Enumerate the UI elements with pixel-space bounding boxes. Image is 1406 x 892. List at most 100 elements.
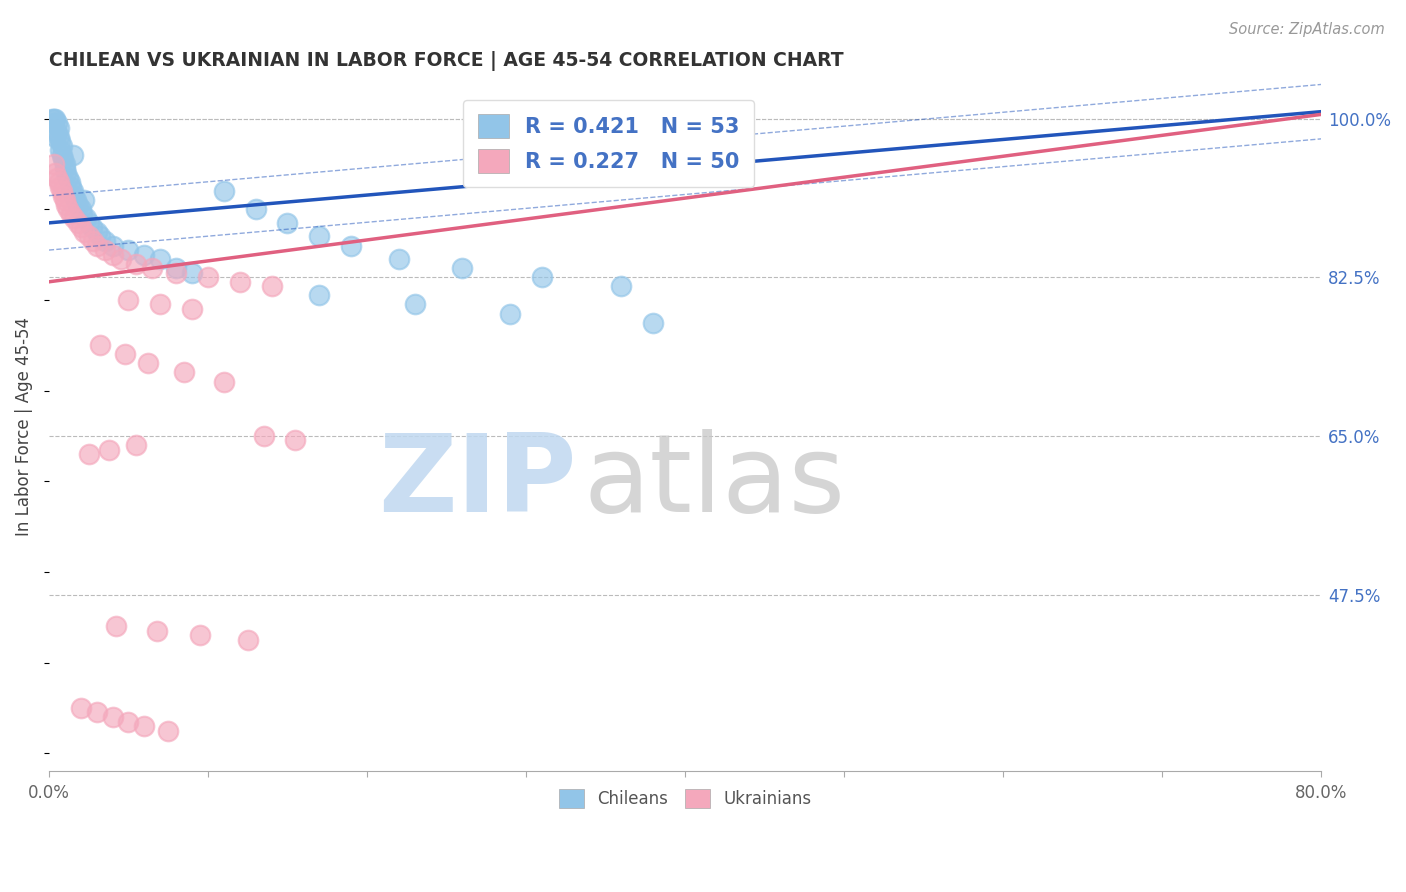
Point bbox=[141, 261, 163, 276]
Point bbox=[66, 198, 89, 212]
Point bbox=[89, 338, 111, 352]
Point bbox=[42, 157, 65, 171]
Point bbox=[134, 719, 156, 733]
Point bbox=[165, 266, 187, 280]
Point bbox=[48, 175, 70, 189]
Point bbox=[45, 170, 67, 185]
Point bbox=[260, 279, 283, 293]
Point bbox=[42, 112, 65, 126]
Point bbox=[80, 220, 103, 235]
Point bbox=[101, 710, 124, 724]
Point bbox=[253, 429, 276, 443]
Point bbox=[125, 438, 148, 452]
Point bbox=[73, 225, 96, 239]
Point bbox=[101, 247, 124, 261]
Point bbox=[136, 356, 159, 370]
Point bbox=[53, 157, 76, 171]
Point bbox=[451, 261, 474, 276]
Point bbox=[51, 138, 73, 153]
Point bbox=[134, 247, 156, 261]
Point bbox=[52, 188, 75, 202]
Point bbox=[499, 306, 522, 320]
Point bbox=[308, 229, 330, 244]
Point bbox=[55, 198, 77, 212]
Point bbox=[49, 179, 72, 194]
Point bbox=[44, 129, 66, 144]
Point bbox=[117, 714, 139, 729]
Point bbox=[149, 297, 172, 311]
Point bbox=[49, 144, 72, 158]
Point bbox=[52, 153, 75, 167]
Text: Source: ZipAtlas.com: Source: ZipAtlas.com bbox=[1229, 22, 1385, 37]
Point bbox=[165, 261, 187, 276]
Point bbox=[125, 257, 148, 271]
Point bbox=[98, 442, 121, 457]
Point bbox=[308, 288, 330, 302]
Point bbox=[188, 628, 211, 642]
Y-axis label: In Labor Force | Age 45-54: In Labor Force | Age 45-54 bbox=[15, 318, 32, 536]
Text: CHILEAN VS UKRAINIAN IN LABOR FORCE | AGE 45-54 CORRELATION CHART: CHILEAN VS UKRAINIAN IN LABOR FORCE | AG… bbox=[49, 51, 844, 70]
Point bbox=[86, 706, 108, 720]
Point bbox=[93, 243, 115, 257]
Point bbox=[229, 275, 252, 289]
Point bbox=[173, 366, 195, 380]
Point bbox=[48, 129, 70, 144]
Point bbox=[62, 148, 84, 162]
Point bbox=[53, 161, 76, 176]
Point bbox=[65, 193, 87, 207]
Point bbox=[45, 125, 67, 139]
Point bbox=[62, 184, 84, 198]
Point bbox=[69, 220, 91, 235]
Point bbox=[117, 293, 139, 307]
Point bbox=[69, 202, 91, 217]
Point bbox=[63, 211, 86, 226]
Point bbox=[53, 193, 76, 207]
Point bbox=[51, 148, 73, 162]
Point bbox=[48, 120, 70, 135]
Point bbox=[110, 252, 132, 267]
Point bbox=[245, 202, 267, 217]
Point bbox=[59, 175, 82, 189]
Point bbox=[45, 116, 67, 130]
Point bbox=[93, 234, 115, 248]
Point bbox=[181, 301, 204, 316]
Point bbox=[610, 279, 633, 293]
Point bbox=[77, 229, 100, 244]
Point bbox=[276, 216, 298, 230]
Point bbox=[530, 270, 553, 285]
Point bbox=[89, 229, 111, 244]
Point bbox=[643, 316, 665, 330]
Point bbox=[49, 134, 72, 148]
Point bbox=[284, 434, 307, 448]
Text: ZIP: ZIP bbox=[378, 429, 576, 535]
Point bbox=[404, 297, 426, 311]
Point bbox=[157, 723, 180, 738]
Text: atlas: atlas bbox=[583, 429, 845, 535]
Point bbox=[73, 193, 96, 207]
Point bbox=[86, 238, 108, 252]
Point bbox=[101, 238, 124, 252]
Point bbox=[75, 211, 97, 226]
Point bbox=[104, 619, 127, 633]
Point bbox=[56, 202, 79, 217]
Point bbox=[69, 701, 91, 715]
Point bbox=[340, 238, 363, 252]
Point bbox=[236, 632, 259, 647]
Point bbox=[114, 347, 136, 361]
Point bbox=[63, 188, 86, 202]
Point bbox=[117, 243, 139, 257]
Point bbox=[212, 375, 235, 389]
Point bbox=[44, 112, 66, 126]
Point bbox=[77, 447, 100, 461]
Point bbox=[51, 184, 73, 198]
Point bbox=[60, 179, 83, 194]
Point bbox=[44, 166, 66, 180]
Point bbox=[212, 184, 235, 198]
Point bbox=[42, 116, 65, 130]
Point bbox=[181, 266, 204, 280]
Point bbox=[60, 207, 83, 221]
Point bbox=[55, 166, 77, 180]
Legend: Chileans, Ukrainians: Chileans, Ukrainians bbox=[553, 782, 818, 814]
Point bbox=[41, 112, 63, 126]
Point bbox=[56, 170, 79, 185]
